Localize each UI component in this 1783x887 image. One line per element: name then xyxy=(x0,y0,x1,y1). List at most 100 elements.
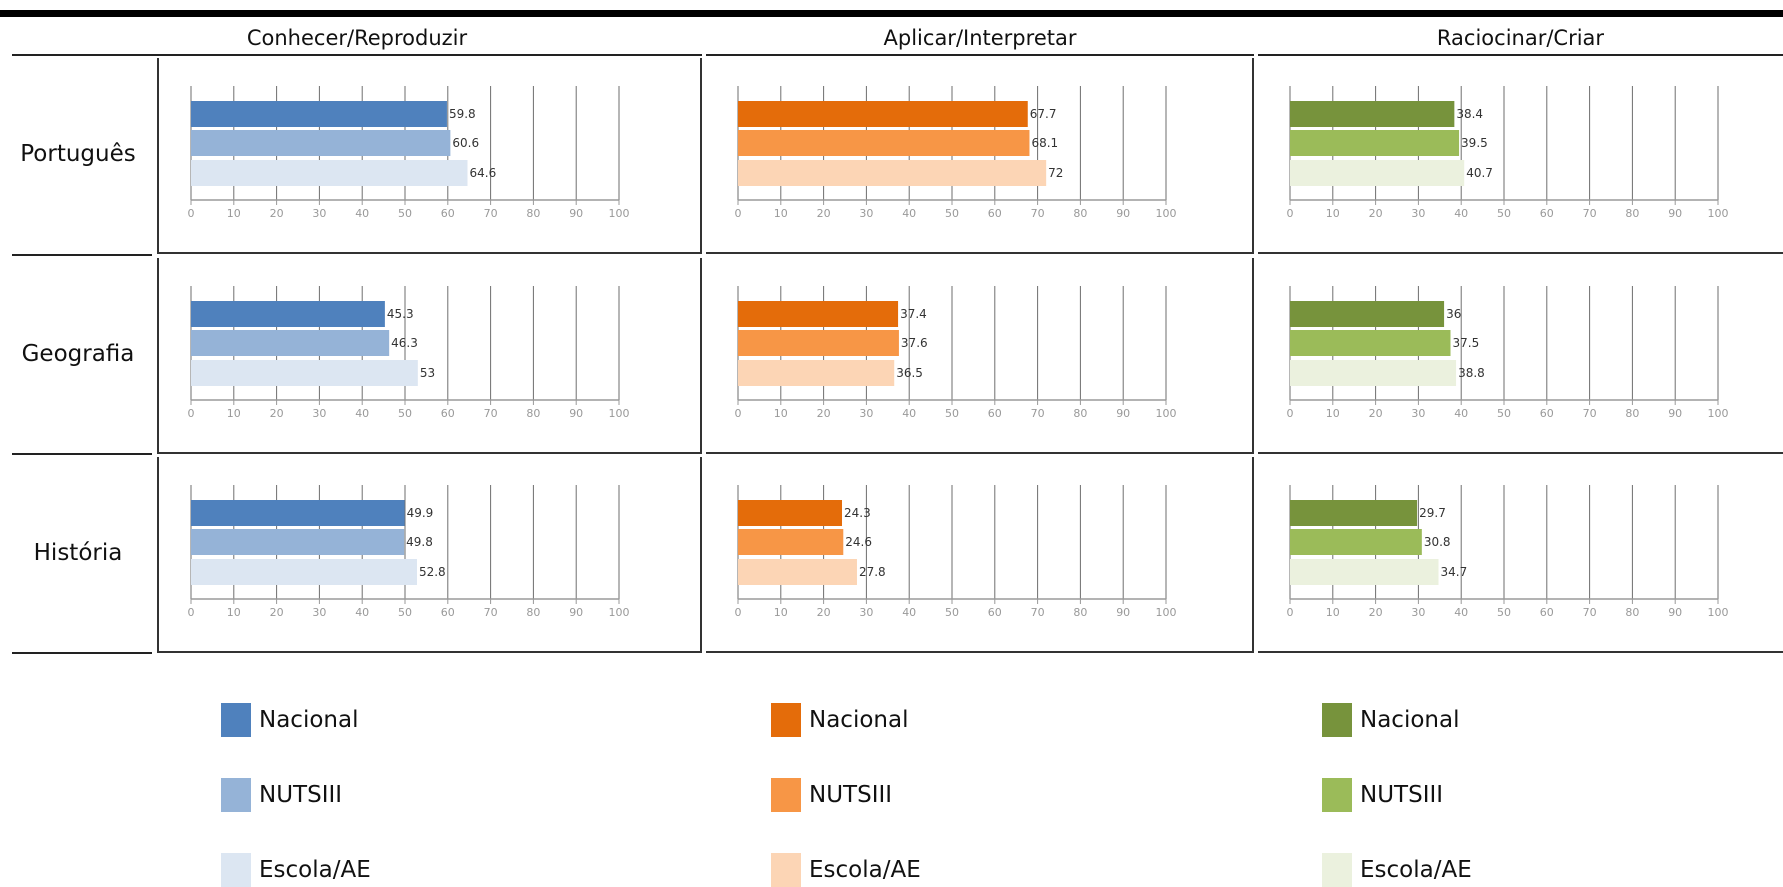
tick-label: 50 xyxy=(398,407,412,420)
legend-swatch xyxy=(771,853,801,887)
tick-label: 50 xyxy=(1497,207,1511,220)
tick-label: 0 xyxy=(188,207,195,220)
bar-nacional xyxy=(738,101,1028,127)
data-label: 36.5 xyxy=(896,366,923,380)
bar-nutsiii xyxy=(1290,130,1460,156)
data-label: 24.6 xyxy=(845,535,872,549)
tick-label: 60 xyxy=(1540,207,1554,220)
tick-label: 40 xyxy=(902,407,916,420)
tick-label: 100 xyxy=(1156,207,1177,220)
tick-label: 60 xyxy=(988,407,1002,420)
tick-label: 50 xyxy=(945,606,959,619)
tick-label: 60 xyxy=(1540,606,1554,619)
tick-label: 0 xyxy=(1287,407,1294,420)
tick-label: 70 xyxy=(484,407,498,420)
chart-panel: 0 10 20 30 40 50 60 70 80 90 100 49.9 49.8 52.8 xyxy=(157,457,702,653)
panel-svg: 0 10 20 30 40 50 60 70 80 90 100 45.3 46.3 53 xyxy=(188,286,630,420)
panel-svg: 0 10 20 30 40 50 60 70 80 90 100 67.7 68.1 72 xyxy=(735,86,1177,220)
tick-label: 0 xyxy=(735,606,742,619)
tick-label: 40 xyxy=(355,606,369,619)
tick-label: 20 xyxy=(1369,606,1383,619)
row-separator xyxy=(12,254,152,256)
tick-label: 30 xyxy=(859,207,873,220)
tick-label: 70 xyxy=(484,207,498,220)
top-rule xyxy=(0,10,1783,17)
legend-label: Escola/AE xyxy=(809,857,921,883)
row-label-portugues: Português xyxy=(20,141,136,167)
tick-label: 100 xyxy=(1156,606,1177,619)
bar-nacional xyxy=(738,500,843,526)
bar-nutsiii xyxy=(738,130,1030,156)
data-label: 67.7 xyxy=(1030,107,1057,121)
tick-label: 40 xyxy=(902,606,916,619)
panel-svg: 0 10 20 30 40 50 60 70 80 90 100 59.8 60.6 64.6 xyxy=(188,86,630,220)
data-label: 59.8 xyxy=(449,107,476,121)
tick-label: 100 xyxy=(1708,207,1729,220)
tick-label: 80 xyxy=(526,407,540,420)
bar-nutsiii xyxy=(1290,529,1422,555)
tick-label: 20 xyxy=(270,407,284,420)
tick-label: 30 xyxy=(1411,207,1425,220)
tick-label: 30 xyxy=(1411,606,1425,619)
column-header-raciocinar: Raciocinar/Criar xyxy=(1436,26,1605,50)
legend-label: Nacional xyxy=(809,707,909,733)
tick-label: 40 xyxy=(1454,606,1468,619)
tick-label: 40 xyxy=(355,407,369,420)
data-label: 53 xyxy=(420,366,435,380)
tick-label: 100 xyxy=(609,207,630,220)
bar-nutsiii xyxy=(738,529,844,555)
tick-label: 60 xyxy=(441,407,455,420)
tick-label: 10 xyxy=(1326,407,1340,420)
tick-label: 90 xyxy=(569,606,583,619)
tick-label: 10 xyxy=(1326,606,1340,619)
tick-label: 70 xyxy=(1583,407,1597,420)
tick-label: 70 xyxy=(1031,207,1045,220)
tick-label: 100 xyxy=(1156,407,1177,420)
tick-label: 30 xyxy=(312,407,326,420)
tick-label: 20 xyxy=(817,407,831,420)
legend-label: NUTSIII xyxy=(809,782,893,808)
legend-swatch xyxy=(1322,853,1352,887)
tick-label: 60 xyxy=(441,606,455,619)
data-label: 34.7 xyxy=(1441,565,1468,579)
data-label: 29.7 xyxy=(1419,506,1446,520)
chart-panel: 0 10 20 30 40 50 60 70 80 90 100 59.8 60.6 64.6 xyxy=(157,58,702,254)
legend-label: Escola/AE xyxy=(1360,857,1472,883)
data-label: 24.3 xyxy=(844,506,871,520)
tick-label: 50 xyxy=(945,407,959,420)
data-label: 30.8 xyxy=(1424,535,1451,549)
tick-label: 0 xyxy=(188,606,195,619)
tick-label: 80 xyxy=(1625,207,1639,220)
tick-label: 100 xyxy=(609,606,630,619)
legend-swatch xyxy=(1322,778,1352,812)
bar-escola-ae xyxy=(1290,559,1439,585)
tick-label: 10 xyxy=(1326,207,1340,220)
tick-label: 90 xyxy=(569,407,583,420)
tick-label: 0 xyxy=(188,407,195,420)
tick-label: 20 xyxy=(1369,407,1383,420)
data-label: 27.8 xyxy=(859,565,886,579)
panel-svg: 0 10 20 30 40 50 60 70 80 90 100 49.9 49.8 52.8 xyxy=(188,485,630,619)
tick-label: 20 xyxy=(270,207,284,220)
tick-label: 40 xyxy=(1454,207,1468,220)
tick-label: 90 xyxy=(1116,407,1130,420)
tick-label: 60 xyxy=(441,207,455,220)
tick-label: 30 xyxy=(312,606,326,619)
bar-escola-ae xyxy=(191,559,417,585)
bar-nutsiii xyxy=(191,130,451,156)
data-label: 38.4 xyxy=(1456,107,1483,121)
data-label: 45.3 xyxy=(387,307,414,321)
legend-swatch xyxy=(221,778,251,812)
tick-label: 70 xyxy=(1031,407,1045,420)
bar-nacional xyxy=(191,101,447,127)
tick-label: 30 xyxy=(1411,407,1425,420)
data-label: 64.6 xyxy=(469,166,496,180)
bar-nacional xyxy=(1290,500,1418,526)
tick-label: 10 xyxy=(227,606,241,619)
bar-escola-ae xyxy=(738,360,895,386)
tick-label: 10 xyxy=(774,207,788,220)
chart-panel: 0 10 20 30 40 50 60 70 80 90 100 24.3 24.6 27.8 xyxy=(706,457,1254,653)
bar-nacional xyxy=(1290,101,1455,127)
tick-label: 10 xyxy=(227,207,241,220)
legend-swatch xyxy=(771,778,801,812)
